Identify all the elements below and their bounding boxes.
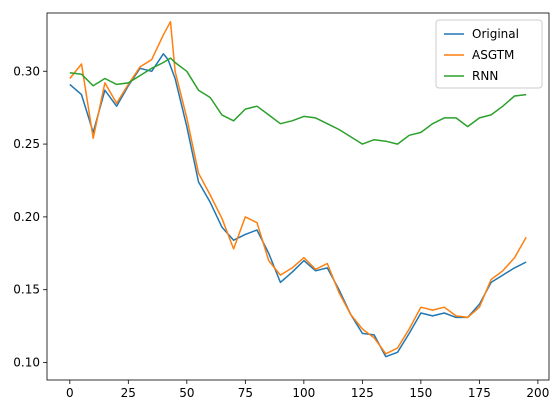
x-tick-label: 75 (238, 386, 253, 400)
y-axis: 0.10 0.15 0.20 0.25 0.30 (13, 64, 47, 369)
y-tick-label: 0.20 (13, 210, 40, 224)
y-tick-label: 0.30 (13, 64, 40, 78)
x-tick-label: 25 (121, 386, 136, 400)
x-tick-label: 100 (292, 386, 315, 400)
legend-label-original: Original (472, 27, 519, 41)
x-tick-label: 175 (468, 386, 491, 400)
y-tick-label: 0.15 (13, 283, 40, 297)
legend: Original ASGTM RNN (436, 20, 542, 88)
x-tick-label: 50 (179, 386, 194, 400)
x-axis: 0 25 50 75 100 125 150 175 200 (66, 380, 549, 400)
y-tick-label: 0.10 (13, 356, 40, 370)
x-tick-label: 0 (66, 386, 74, 400)
y-tick-label: 0.25 (13, 137, 40, 151)
x-tick-label: 150 (409, 386, 432, 400)
legend-label-rnn: RNN (472, 69, 498, 83)
x-tick-label: 125 (351, 386, 374, 400)
x-tick-label: 200 (526, 386, 549, 400)
legend-label-asgtm: ASGTM (472, 48, 514, 62)
